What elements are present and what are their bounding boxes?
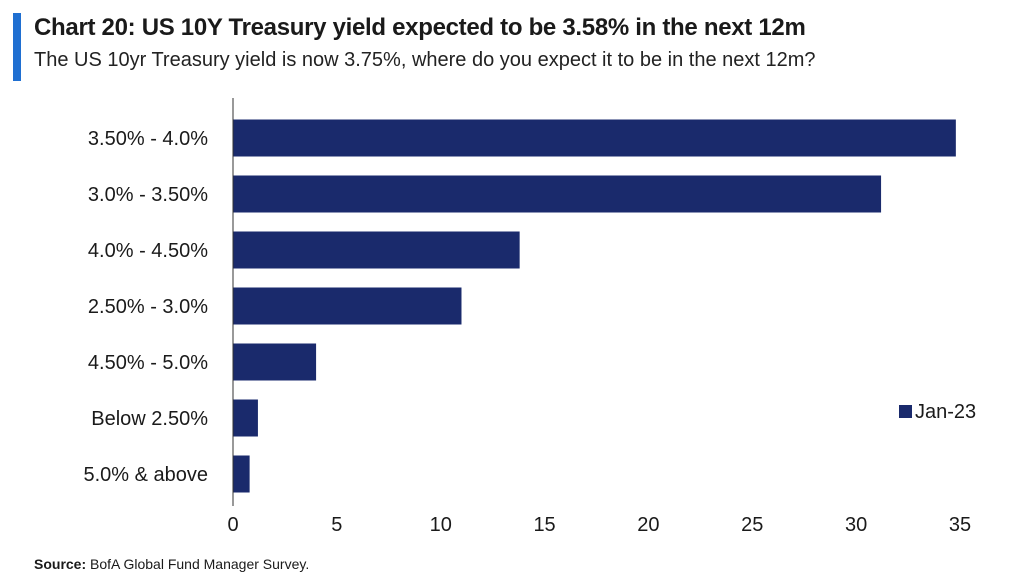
bar: [233, 287, 462, 325]
bar: [233, 399, 258, 437]
chart-title: Chart 20: US 10Y Treasury yield expected…: [34, 14, 806, 41]
chart-subtitle: The US 10yr Treasury yield is now 3.75%,…: [34, 49, 816, 71]
category-label: 4.50% - 5.0%: [88, 352, 208, 374]
legend-label: Jan-23: [915, 401, 976, 423]
legend-swatch: [899, 405, 912, 418]
source-note: Source: BofA Global Fund Manager Survey.: [34, 556, 309, 572]
source-label: Source:: [34, 556, 87, 572]
x-tick-label: 20: [637, 514, 659, 536]
x-tick-label: 15: [533, 514, 555, 536]
bar: [233, 455, 250, 493]
x-tick-label: 30: [845, 514, 867, 536]
bar: [233, 343, 317, 381]
x-tick-label: 5: [331, 514, 342, 536]
category-label: 3.0% - 3.50%: [88, 184, 208, 206]
bar: [233, 175, 882, 213]
category-label: 4.0% - 4.50%: [88, 240, 208, 262]
source-text: BofA Global Fund Manager Survey.: [90, 556, 310, 572]
category-label: Below 2.50%: [91, 408, 208, 430]
category-label: 2.50% - 3.0%: [88, 296, 208, 318]
x-tick-label: 10: [430, 514, 452, 536]
x-tick-label: 0: [227, 514, 238, 536]
x-tick-label: 35: [949, 514, 971, 536]
title-accent-bar: [13, 13, 21, 81]
bar: [233, 119, 956, 157]
category-label: 3.50% - 4.0%: [88, 128, 208, 150]
x-tick-label: 25: [741, 514, 763, 536]
category-label: 5.0% & above: [83, 464, 208, 486]
bar: [233, 231, 520, 269]
